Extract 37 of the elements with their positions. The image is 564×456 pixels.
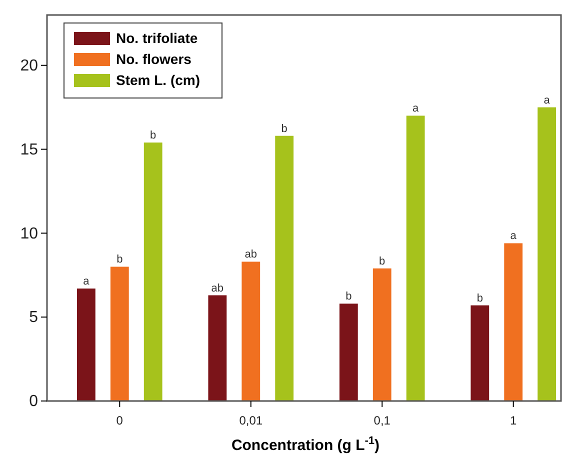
y-tick-label: 20	[20, 57, 38, 74]
bar	[372, 268, 392, 401]
data-label: b	[346, 290, 352, 303]
data-label: a	[412, 102, 420, 115]
bar	[538, 107, 556, 401]
data-label: ab	[211, 282, 224, 294]
bar	[275, 136, 294, 401]
bar	[504, 243, 523, 401]
data-label: a	[544, 94, 551, 106]
bar	[208, 295, 227, 401]
bar	[242, 262, 260, 401]
x-tick-label: 0,01	[239, 413, 263, 428]
bar	[470, 305, 490, 401]
bar	[77, 288, 96, 401]
x-axis-title: Concentration (g L$^{-1}$)	[231, 435, 380, 454]
legend-label: No. flowers	[116, 51, 192, 67]
data-label: b	[116, 254, 123, 266]
x-tick-label: 0,1	[374, 413, 391, 428]
bar	[339, 304, 358, 401]
data-label: ab	[244, 248, 258, 261]
data-label: b	[476, 292, 483, 304]
data-label: b	[281, 122, 288, 135]
x-tick-label: 1	[510, 413, 518, 428]
bar	[406, 116, 425, 401]
bar	[110, 266, 129, 401]
legend-label: No. trifoliate	[116, 30, 198, 46]
bar	[144, 142, 162, 401]
y-tick-label: 0	[29, 393, 38, 410]
x-tick-label: 0	[116, 413, 124, 428]
y-tick-label: 5	[29, 309, 38, 326]
y-tick-label: 10	[20, 225, 38, 242]
y-tick-label: 15	[20, 141, 38, 158]
data-label: a	[83, 276, 90, 288]
data-label: b	[379, 255, 386, 268]
legend-label: Stem L. (cm)	[116, 72, 200, 88]
data-label: a	[510, 230, 518, 242]
data-label: b	[150, 130, 156, 142]
